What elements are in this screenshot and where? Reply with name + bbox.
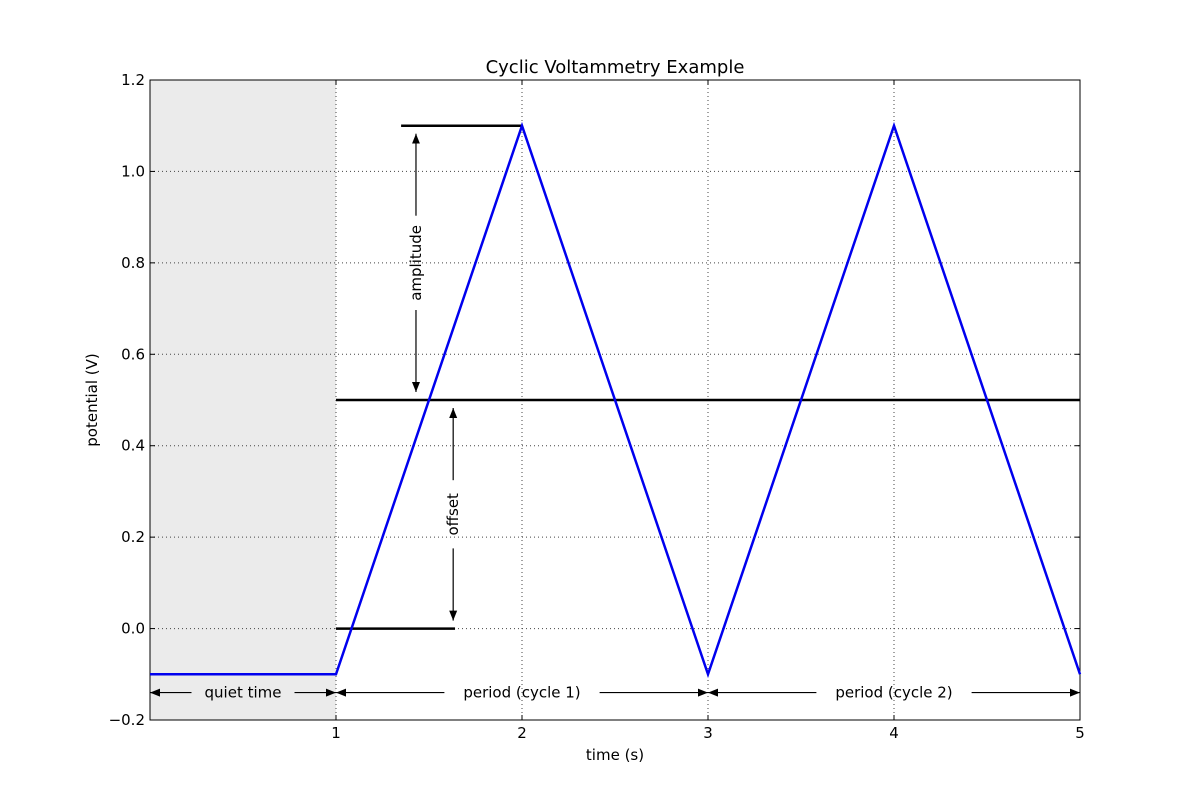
chart-title: Cyclic Voltammetry Example: [486, 57, 745, 78]
quiet-time-label: quiet time: [205, 684, 282, 702]
period-cycle-1-annotation: period (cycle 1): [336, 684, 708, 702]
series-line: [150, 121, 1082, 679]
x-axis-label: time (s): [586, 746, 644, 764]
x-tick-label: 4: [889, 724, 899, 742]
x-tick-label: 5: [1075, 724, 1085, 742]
y-tick-label: 1.2: [121, 71, 145, 89]
period-cycle-2-annotation: period (cycle 2): [708, 684, 1080, 702]
x-tick-label: 2: [517, 724, 527, 742]
plot-area: 1 2 3 4 5 −0.2 0.0 0.2 0.4 0.6 0.8 1.0 1.2 amplitude o…: [109, 71, 1085, 742]
y-axis-label: potential (V): [83, 353, 101, 446]
y-tick-label: 0.6: [121, 345, 145, 363]
amplitude-label: amplitude: [407, 225, 425, 301]
quiet-time-shading: [150, 80, 336, 720]
x-tick-label: 3: [703, 724, 713, 742]
period-cycle-1-label: period (cycle 1): [463, 684, 580, 702]
period-cycle-2-label: period (cycle 2): [835, 684, 952, 702]
offset-label: offset: [444, 493, 462, 536]
y-tick-label: −0.2: [109, 711, 145, 729]
y-tick-label: 0.0: [121, 620, 145, 638]
y-tick-label: 0.8: [121, 254, 145, 272]
quiet-time-annotation: quiet time: [150, 684, 336, 702]
y-tick-label: 1.0: [121, 162, 145, 180]
offset-annotation: offset: [444, 408, 462, 621]
y-tick-label: 0.2: [121, 528, 145, 546]
x-tick-label: 1: [331, 724, 341, 742]
y-tick-label: 0.4: [121, 437, 145, 455]
amplitude-annotation: amplitude: [407, 133, 425, 392]
